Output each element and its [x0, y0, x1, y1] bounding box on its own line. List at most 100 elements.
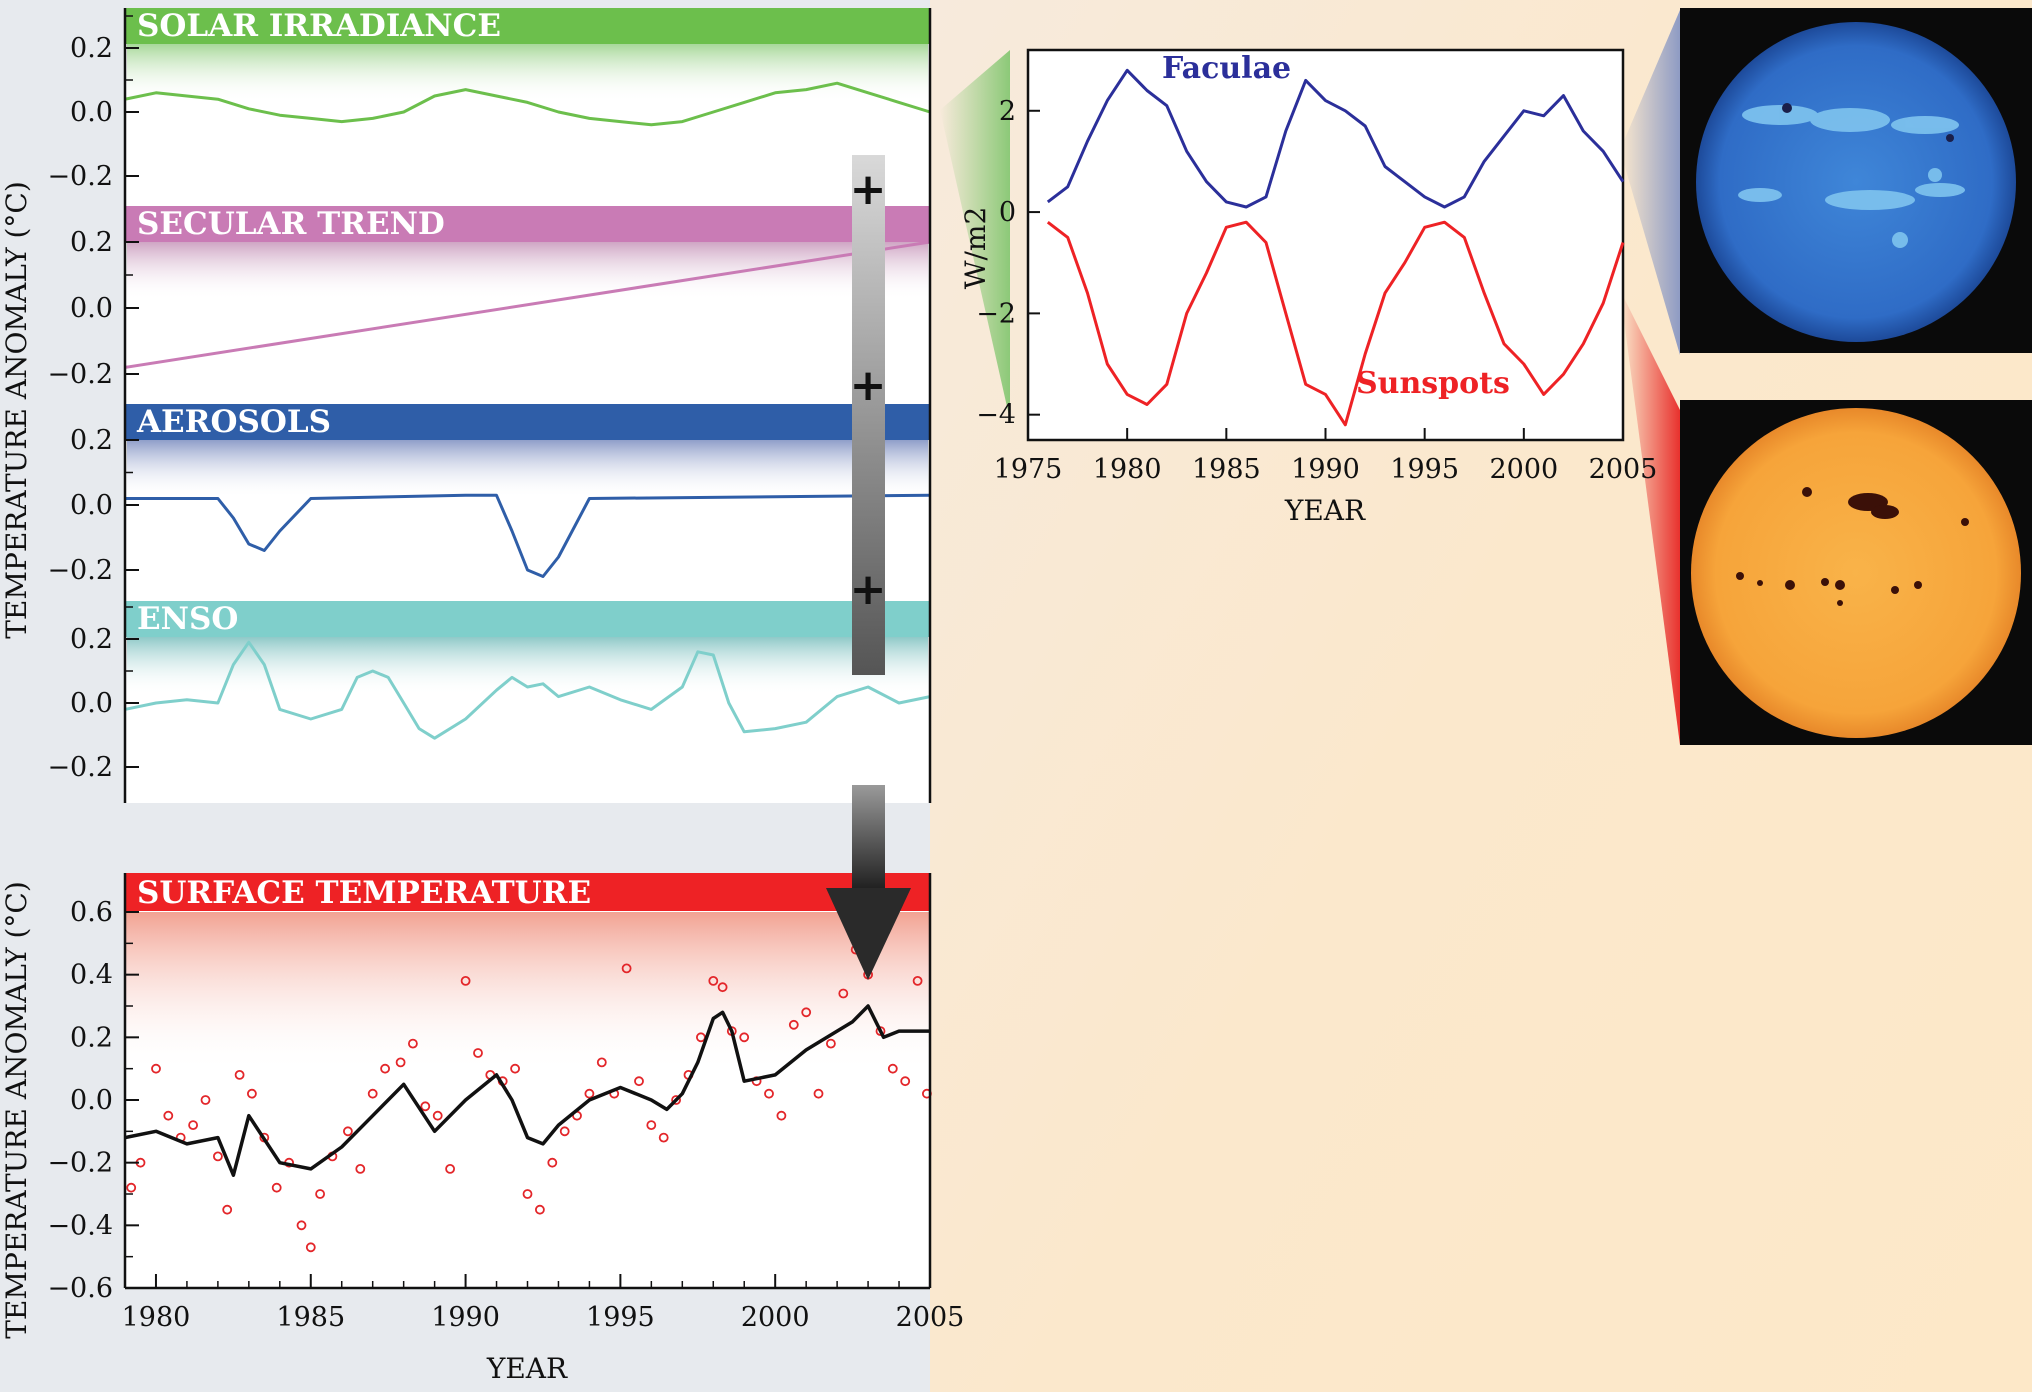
irradiance-ylabel: W/m2	[959, 207, 992, 290]
temperature-data-point	[900, 1076, 911, 1087]
surface-xtick-label: 1980	[122, 1302, 191, 1333]
temperature-data-point	[234, 1070, 245, 1080]
stacked-panels: TEMPERATURE ANOMALY (°C) SOLAR IRRADIANC…	[0, 8, 932, 803]
surface-ytick-label: 0.4	[70, 960, 113, 991]
surface-xtick-label: 2005	[896, 1302, 965, 1333]
surface-ytick-label: 0.2	[70, 1022, 113, 1053]
panel-0-title-bar	[125, 8, 930, 44]
temperature-data-point	[535, 1204, 545, 1215]
temperature-data-point	[764, 1088, 774, 1099]
irradiance-ytick-label: −2	[976, 298, 1016, 329]
temperature-data-point	[510, 1063, 520, 1074]
panel-3-ytick-label: 0.0	[70, 688, 113, 719]
temperature-data-point	[776, 1110, 787, 1121]
temperature-data-point	[315, 1189, 326, 1199]
irradiance-xlabel: YEAR	[1284, 494, 1366, 527]
orange-sun-disk	[1691, 408, 2021, 738]
temperature-data-point	[163, 1110, 174, 1121]
irradiance-xtick-label: 1985	[1192, 454, 1261, 485]
temperature-data-point	[271, 1182, 282, 1193]
panel-0-ytick-label: −0.2	[47, 161, 113, 192]
surface-xtick-label: 1985	[276, 1302, 345, 1333]
temperature-data-point	[887, 1063, 898, 1074]
temperature-data-point	[342, 1126, 353, 1137]
surface-ytick-label: 0.6	[70, 897, 113, 928]
irradiance-ytick-label: 0	[999, 197, 1016, 228]
temperature-data-point	[634, 1076, 644, 1087]
temperature-data-point	[445, 1164, 456, 1174]
plus-sign-2: +	[850, 360, 887, 411]
sunspot-marks	[1736, 487, 1969, 606]
surface-xtick-label: 2000	[741, 1302, 810, 1333]
temperature-data-point	[473, 1048, 483, 1058]
panel-3-ytick-label: −0.2	[47, 752, 113, 783]
panel-1-title: SECULAR TREND	[137, 206, 445, 242]
blue-sun-disk	[1696, 22, 2016, 342]
sun-image-sunspots	[1680, 400, 2032, 745]
temperature-data-point	[838, 988, 849, 999]
panel-0-ytick-label: 0.2	[70, 33, 113, 64]
blue-spot-1	[1782, 103, 1792, 113]
faculae-label: Faculae	[1162, 51, 1291, 86]
panel-1-ytick-label: 0.2	[70, 227, 113, 258]
temperature-data-point	[739, 1032, 750, 1043]
temperature-data-point	[559, 1126, 570, 1137]
sunspots-series-line	[1046, 220, 1625, 427]
panel-1-title-bar	[125, 206, 930, 242]
irradiance-xtick-label: 2000	[1489, 454, 1558, 485]
connector-wedge-green	[940, 50, 1010, 420]
temperature-data-point	[188, 1120, 199, 1130]
panel-2-ytick-label: 0.0	[70, 490, 113, 521]
temperature-data-point	[522, 1189, 533, 1199]
surface-temperature-line	[124, 1004, 930, 1177]
temperature-data-point	[246, 1088, 257, 1099]
irradiance-xtick-label: 1975	[994, 454, 1063, 485]
panel-0-title: SOLAR IRRADIANCE	[137, 8, 501, 44]
surface-title: SURFACE TEMPERATURE	[137, 875, 591, 911]
plus-sign-3: +	[850, 564, 887, 615]
temperature-data-point	[717, 982, 728, 993]
temperature-data-point	[355, 1164, 366, 1174]
temperature-data-point	[547, 1157, 558, 1168]
surface-ylabel: TEMPERATURE ANOMALY (°C)	[0, 881, 33, 1339]
temperature-data-point	[407, 1038, 418, 1049]
irradiance-ytick-label: 2	[999, 96, 1016, 127]
temperature-data-point	[460, 976, 471, 986]
temperature-data-point	[671, 1095, 681, 1105]
irradiance-xtick-label: 1980	[1093, 454, 1162, 485]
temperature-data-point	[200, 1095, 211, 1105]
temperature-data-point	[367, 1088, 378, 1099]
temperature-data-point	[432, 1110, 443, 1121]
panel-3-title-bar	[125, 601, 930, 637]
temperature-data-point	[658, 1132, 669, 1143]
temperature-data-point	[305, 1242, 316, 1253]
surface-ytick-label: −0.2	[47, 1148, 113, 1179]
panel-3-ytick-label: 0.2	[70, 624, 113, 655]
panel-2-title: AEROSOLS	[136, 404, 331, 440]
temperature-data-point	[826, 1038, 836, 1049]
panel-1-gradient	[127, 242, 928, 300]
irradiance-ytick-label: −4	[976, 400, 1016, 431]
connector-wedge-blue	[1620, 10, 1680, 355]
temperature-data-point	[380, 1063, 391, 1074]
temperature-data-point	[596, 1057, 607, 1068]
temperature-data-point	[395, 1057, 406, 1068]
panel-3-title: ENSO	[137, 601, 238, 637]
faculae-series-line	[1046, 68, 1625, 209]
panel-2-title-bar	[125, 404, 930, 440]
sun-image-faculae	[1680, 8, 2032, 353]
temperature-data-point	[212, 1151, 223, 1162]
operator-bar	[852, 155, 885, 675]
panel-0-gradient	[127, 44, 928, 102]
connector-wedge-red	[1620, 290, 1680, 745]
temperature-data-point	[420, 1101, 431, 1112]
stacked-ylabel: TEMPERATURE ANOMALY (°C)	[0, 181, 33, 639]
panel-1-series-line	[124, 240, 931, 369]
temperature-data-point	[126, 1182, 137, 1193]
panel-2-ytick-label: 0.2	[70, 425, 113, 456]
irradiance-xtick-label: 1990	[1291, 454, 1360, 485]
panel-3-series-line	[124, 640, 931, 740]
temperature-data-point	[584, 1088, 595, 1099]
arrow-shaft	[852, 785, 885, 890]
